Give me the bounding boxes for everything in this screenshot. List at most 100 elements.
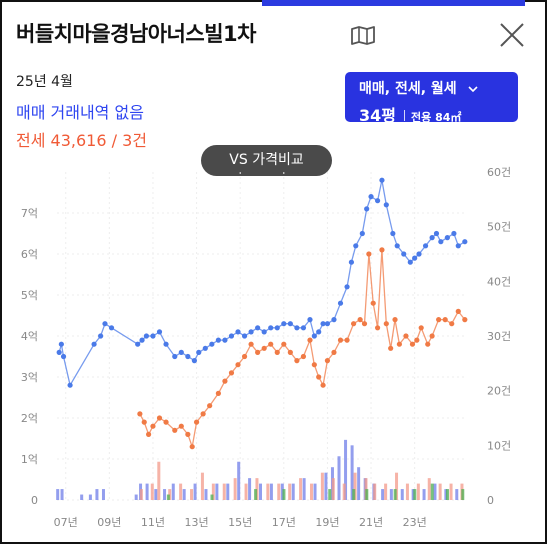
jeonse-price-point — [185, 431, 191, 437]
sale-price-point — [353, 243, 359, 249]
volume-bar-sale — [291, 483, 295, 500]
volume-bar-jeonse — [299, 478, 303, 500]
axis-ticks: 0 1억 2억 3억 4억 5억 6억 7억 0 10건 20건 30건 40건 50건 60건 07년 09년… — [21, 166, 511, 529]
volume-bar-monthly — [430, 483, 434, 500]
volume-bar-sale — [226, 483, 230, 500]
filter-button[interactable]: 매매, 전세, 월세 34평 전용 84㎡ — [345, 72, 518, 125]
jeonse-price-point — [287, 349, 293, 355]
volume-bar-sale — [350, 445, 354, 500]
jeonse-price-point — [350, 321, 357, 327]
volume-bar-sale — [313, 483, 317, 500]
sale-price-point — [156, 329, 163, 335]
volume-bar-sale — [422, 489, 426, 500]
map-icon[interactable] — [350, 25, 376, 45]
volume-bar-sale — [400, 489, 404, 500]
jeonse-price-point — [409, 341, 416, 347]
sale-price-point — [139, 337, 145, 343]
volume-bar-sale — [237, 461, 241, 500]
active-tab-indicator — [262, 0, 525, 6]
jeonse-price-point — [137, 411, 143, 417]
sale-price-point — [235, 329, 241, 335]
x-tick-label: 11년 — [141, 516, 165, 529]
sale-price-point — [394, 243, 400, 249]
jeonse-price-point — [425, 341, 431, 347]
filter-types: 매매, 전세, 월세 — [359, 78, 504, 98]
sale-price-point — [185, 353, 191, 360]
sale-price-point — [163, 341, 169, 347]
y-left-tick-label: 4억 — [21, 330, 38, 343]
sale-price-point — [374, 198, 381, 204]
jeonse-price-point — [418, 325, 424, 331]
volume-bar-monthly — [393, 489, 397, 500]
jeonse-price-point — [193, 419, 200, 425]
jeonse-price-point — [344, 337, 350, 343]
x-tick-label: 17년 — [272, 516, 296, 529]
jeonse-price-point — [274, 349, 280, 355]
sale-price-point — [209, 341, 215, 347]
jeonse-price-point — [357, 317, 363, 323]
volume-bar-jeonse — [427, 478, 431, 500]
volume-bar-monthly — [282, 489, 286, 500]
sale-price-point — [324, 321, 331, 327]
y-right-tick-label: 50건 — [487, 221, 511, 234]
filter-size: 34평 전용 84㎡ — [359, 102, 504, 126]
sale-price-point — [281, 321, 287, 327]
sale-price-point — [191, 358, 197, 364]
jeonse-price-point — [392, 317, 398, 323]
volume-bar-sale — [163, 489, 167, 500]
volume-bar-jeonse — [320, 472, 324, 500]
sale-price-point — [379, 177, 385, 183]
jeonse-price-point — [379, 247, 385, 253]
y-left-tick-label: 0 — [31, 494, 38, 507]
jeonse-price-point — [337, 337, 344, 343]
volume-bar-sale — [357, 467, 361, 500]
sale-price-point — [102, 321, 108, 327]
sale-price-point — [444, 235, 450, 241]
volume-bar-sale — [259, 483, 262, 500]
x-tick-label: 19년 — [315, 516, 339, 529]
jeonse-price-point — [414, 337, 420, 343]
volume-bar-jeonse — [342, 483, 346, 500]
jeonse-price-point — [268, 341, 274, 347]
close-icon[interactable] — [497, 20, 527, 50]
volume-bar-sale — [56, 489, 60, 500]
jeonse-price-point — [366, 251, 372, 257]
jeonse-price-line — [139, 249, 466, 450]
sale-price-point — [255, 325, 261, 331]
sale-price-point — [416, 251, 422, 257]
y-left-tick-label: 3억 — [21, 371, 38, 384]
sale-price-point — [228, 333, 235, 339]
jeonse-price-point — [320, 382, 326, 388]
y-right-tick-label: 0 — [487, 494, 494, 507]
jeonse-price-point — [215, 390, 221, 396]
vs-compare-button[interactable]: VS 가격비교 — [201, 145, 332, 176]
jeonse-price-point — [429, 333, 435, 339]
x-tick-label: 15년 — [228, 516, 252, 529]
jeonse-price-point — [316, 374, 322, 380]
jeonse-price-point — [178, 423, 184, 429]
jeonse-price-point — [361, 321, 368, 327]
jeonse-price-point — [324, 358, 331, 364]
sale-price-point — [178, 349, 184, 355]
sale-price-point — [433, 230, 440, 237]
sale-price-point — [455, 243, 461, 249]
volume-bar-sale — [411, 489, 415, 500]
jeonse-price-point — [156, 415, 163, 421]
volume-bar-sale — [88, 494, 92, 500]
volume-bar-jeonse — [139, 489, 143, 500]
jeonse-price-point — [200, 411, 206, 417]
jeonse-price-point — [311, 362, 317, 368]
y-left-tick-label: 5억 — [21, 289, 38, 302]
sale-price-point — [348, 259, 355, 265]
y-left-tick-label: 2억 — [21, 412, 38, 425]
volume-bars — [56, 439, 465, 500]
volume-bar-sale — [171, 483, 175, 500]
volume-bar-monthly — [328, 489, 332, 500]
volume-bar-sale — [302, 478, 306, 500]
volume-bar-sale — [433, 483, 437, 500]
sale-price-point — [222, 337, 228, 343]
volume-bar-sale — [95, 489, 99, 500]
jeonse-price-point — [462, 317, 468, 323]
volume-bar-jeonse — [244, 483, 248, 500]
